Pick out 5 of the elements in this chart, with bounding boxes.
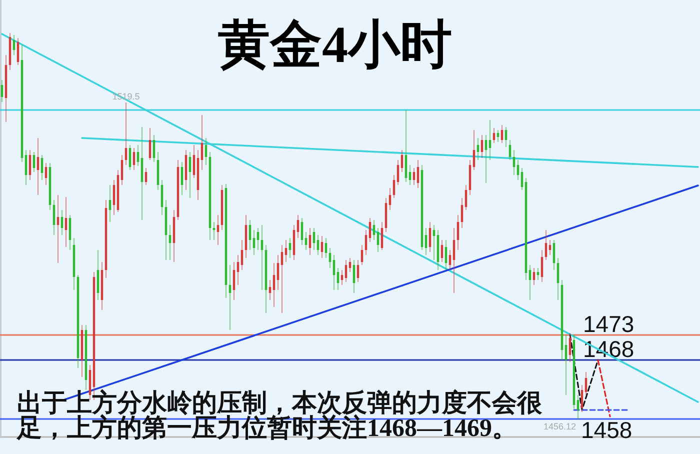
annotation: 1458 [581,417,632,443]
chart-title: 黄金4小时 [218,17,452,74]
annotation: 1456.12 [543,421,576,432]
annotation: 出于上方分水岭的压制，本次反弹的力度不会很足，上方的第一压力位暂时关注1468—1469。 [16,389,543,442]
ref-line-label: 1473 [583,311,634,337]
